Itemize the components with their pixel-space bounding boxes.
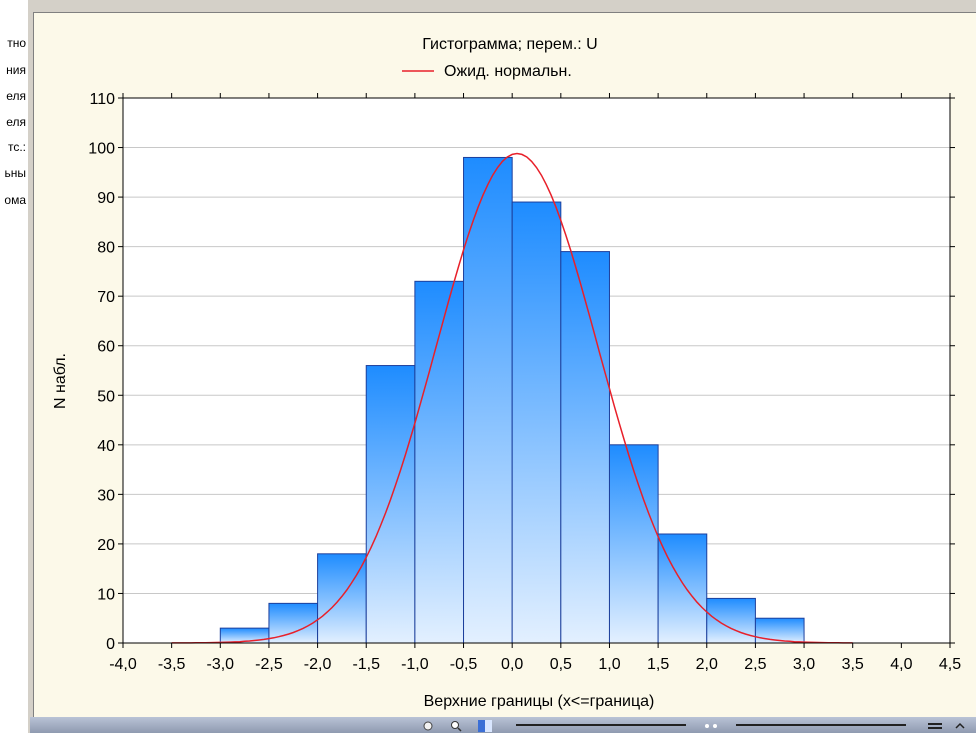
x-tick-label: 2,5 <box>744 656 766 673</box>
x-tick-label: 3,5 <box>842 656 864 673</box>
left-panel-item[interactable]: тно <box>7 36 26 50</box>
y-tick-label: 70 <box>97 289 115 306</box>
left-panel-item[interactable]: ьны <box>4 166 26 180</box>
y-tick-label: 80 <box>97 240 115 257</box>
histogram-chart: Гистограмма; перем.: U Ожид. нормальн. 0… <box>52 36 961 710</box>
x-tick-label: 1,5 <box>647 656 669 673</box>
menu-icon[interactable] <box>926 719 946 731</box>
y-tick-label: 40 <box>97 438 115 455</box>
left-panel-item[interactable]: тс.: <box>7 140 26 154</box>
x-tick-label: 4,5 <box>939 656 961 673</box>
horizontal-slider-2[interactable] <box>736 724 906 726</box>
x-tick-label: 3,0 <box>793 656 815 673</box>
x-tick-label: 1,0 <box>598 656 620 673</box>
plot-border <box>122 97 951 644</box>
legend-entry-normal: Ожид. нормальн. <box>444 63 572 80</box>
histogram-bar <box>608 444 659 644</box>
chevron-up-icon[interactable] <box>954 719 966 731</box>
expected-normal-curve <box>171 152 853 644</box>
x-tick-label: 0,5 <box>550 656 572 673</box>
left-panel-item[interactable]: ния <box>6 63 26 77</box>
y-tick-label: 50 <box>97 388 115 405</box>
y-tick-label: 90 <box>97 190 115 207</box>
histogram-bar <box>511 201 562 644</box>
x-tick-label: -2,0 <box>304 656 332 673</box>
y-tick-label: 30 <box>97 487 115 504</box>
x-tick-label: -1,5 <box>352 656 380 673</box>
y-axis-label: N набл. <box>52 353 69 409</box>
y-tick-label: 10 <box>97 586 115 603</box>
chart-title: Гистограмма; перем.: U <box>422 36 597 53</box>
histogram-bar <box>463 156 513 644</box>
x-tick-label: -3,5 <box>158 656 186 673</box>
histogram-bar <box>317 553 367 644</box>
left-panel-item[interactable]: еля <box>6 89 26 103</box>
histogram-bar <box>706 597 756 644</box>
left-panel-item[interactable]: еля <box>6 115 26 129</box>
y-tick-label: 20 <box>97 537 115 554</box>
histogram-bar <box>414 280 465 644</box>
y-tick-label: 0 <box>106 636 115 653</box>
left-panel: тно ния еля еля тс.: ьны ома <box>0 0 28 733</box>
histogram-bar <box>754 617 805 644</box>
horizontal-slider-1[interactable] <box>516 724 686 726</box>
x-axis-label: Верхние границы (x<=граница) <box>424 693 655 710</box>
zoom-icon[interactable] <box>450 719 462 732</box>
histogram-bar <box>365 365 416 644</box>
dots-icon[interactable] <box>702 719 724 731</box>
histogram-bar <box>657 533 708 644</box>
y-tick-label: 60 <box>97 339 115 356</box>
left-panel-item[interactable]: ома <box>4 193 26 207</box>
histogram-bar <box>560 251 610 644</box>
color-scale-icon[interactable] <box>478 719 492 732</box>
graph-toolbar <box>30 717 976 733</box>
x-tick-label: -4,0 <box>109 656 137 673</box>
x-tick-label: -3,0 <box>207 656 235 673</box>
hand-icon[interactable] <box>422 719 434 731</box>
y-tick-label: 100 <box>88 141 115 158</box>
x-tick-label: -2,5 <box>255 656 283 673</box>
x-tick-label: 0,0 <box>501 656 523 673</box>
x-tick-label: -0,5 <box>450 656 478 673</box>
x-tick-label: 4,0 <box>890 656 912 673</box>
x-tick-label: 2,0 <box>696 656 718 673</box>
x-tick-label: -1,0 <box>401 656 429 673</box>
y-tick-label: 110 <box>89 91 115 108</box>
chart-area: Гистограмма; перем.: U Ожид. нормальн. 0… <box>33 12 976 718</box>
